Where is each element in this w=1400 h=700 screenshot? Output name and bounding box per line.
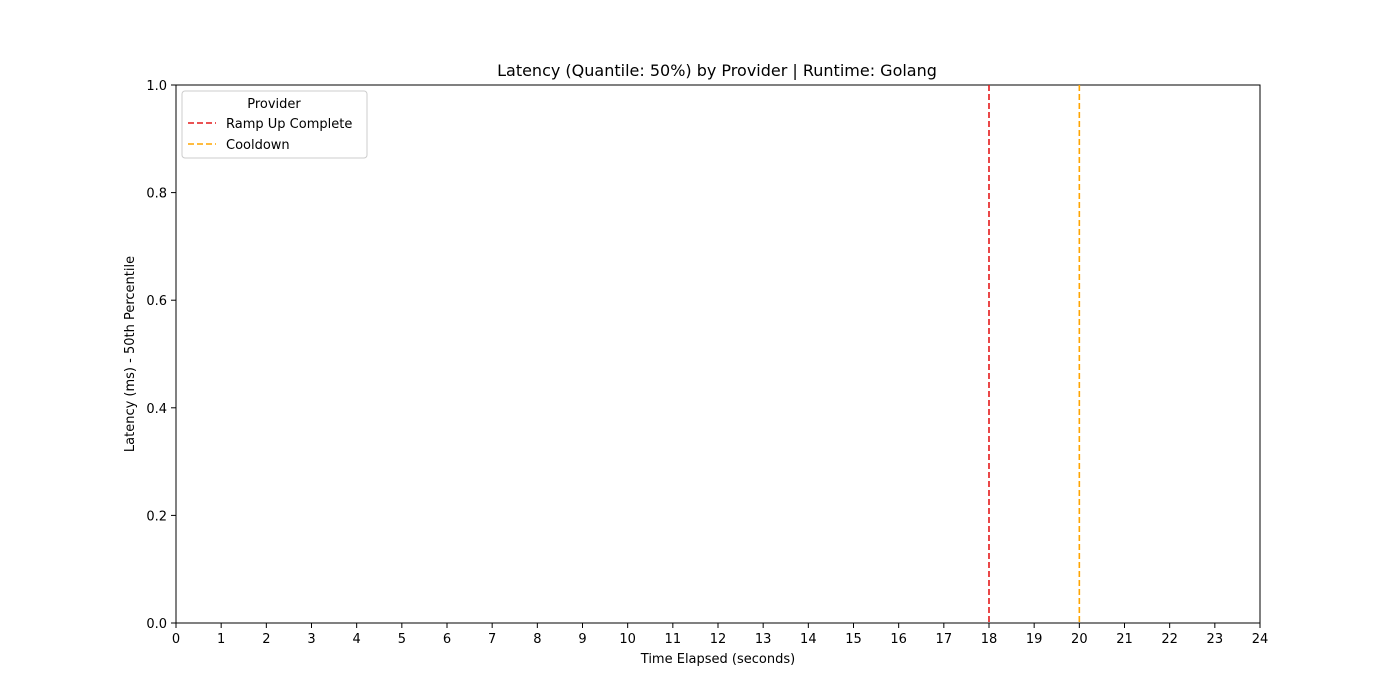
legend-entry-label: Cooldown [226,138,290,153]
x-tick-label: 5 [398,632,406,647]
x-tick-label: 9 [578,632,586,647]
x-tick-label: 2 [262,632,270,647]
x-tick-label: 11 [665,632,682,647]
x-tick-label: 24 [1252,632,1269,647]
x-tick-label: 7 [488,632,496,647]
y-tick-label: 0.8 [146,187,167,202]
x-tick-label: 1 [217,632,225,647]
x-tick-label: 16 [890,632,907,647]
y-tick-label: 0.6 [146,294,167,309]
x-tick-label: 15 [845,632,862,647]
x-tick-label: 3 [307,632,315,647]
x-tick-label: 17 [936,632,953,647]
plot-frame [175,84,1261,624]
y-tick-label: 1.0 [146,79,167,94]
y-tick-label: 0.4 [146,402,167,417]
chart-title: Latency (Quantile: 50%) by Provider | Ru… [497,61,937,80]
x-tick-label: 12 [710,632,727,647]
x-tick-label: 21 [1116,632,1133,647]
y-axis: 0.0 0.2 0.4 0.6 0.8 1.0 [146,79,176,632]
x-tick-label: 13 [755,632,772,647]
x-axis-title: Time Elapsed (seconds) [640,652,795,667]
legend-box [181,90,368,159]
x-tick-label: 6 [443,632,451,647]
x-tick-label: 20 [1071,632,1088,647]
x-tick-label: 10 [619,632,636,647]
legend: Provider Ramp Up Complete Cooldown [181,90,368,159]
x-tick-label: 14 [800,632,817,647]
y-tick-label: 0.2 [146,509,167,524]
x-tick-label: 19 [1026,632,1043,647]
x-tick-label: 8 [533,632,541,647]
y-tick-label: 0.0 [146,617,167,632]
x-tick-label: 0 [172,632,180,647]
x-tick-label: 18 [981,632,998,647]
legend-title: Provider [247,97,301,112]
x-tick-label: 22 [1161,632,1178,647]
x-tick-label: 23 [1207,632,1224,647]
y-axis-title: Latency (ms) - 50th Percentile [123,256,138,452]
plot-area [175,84,1261,624]
x-axis: 0 1 2 3 4 5 6 7 8 9 10 11 12 13 14 15 16 17 18 19 20 21 22 23 24 [172,623,1268,647]
legend-entry-label: Ramp Up Complete [226,117,352,132]
x-tick-label: 4 [353,632,361,647]
legend-entries: Ramp Up Complete Cooldown [188,117,352,153]
